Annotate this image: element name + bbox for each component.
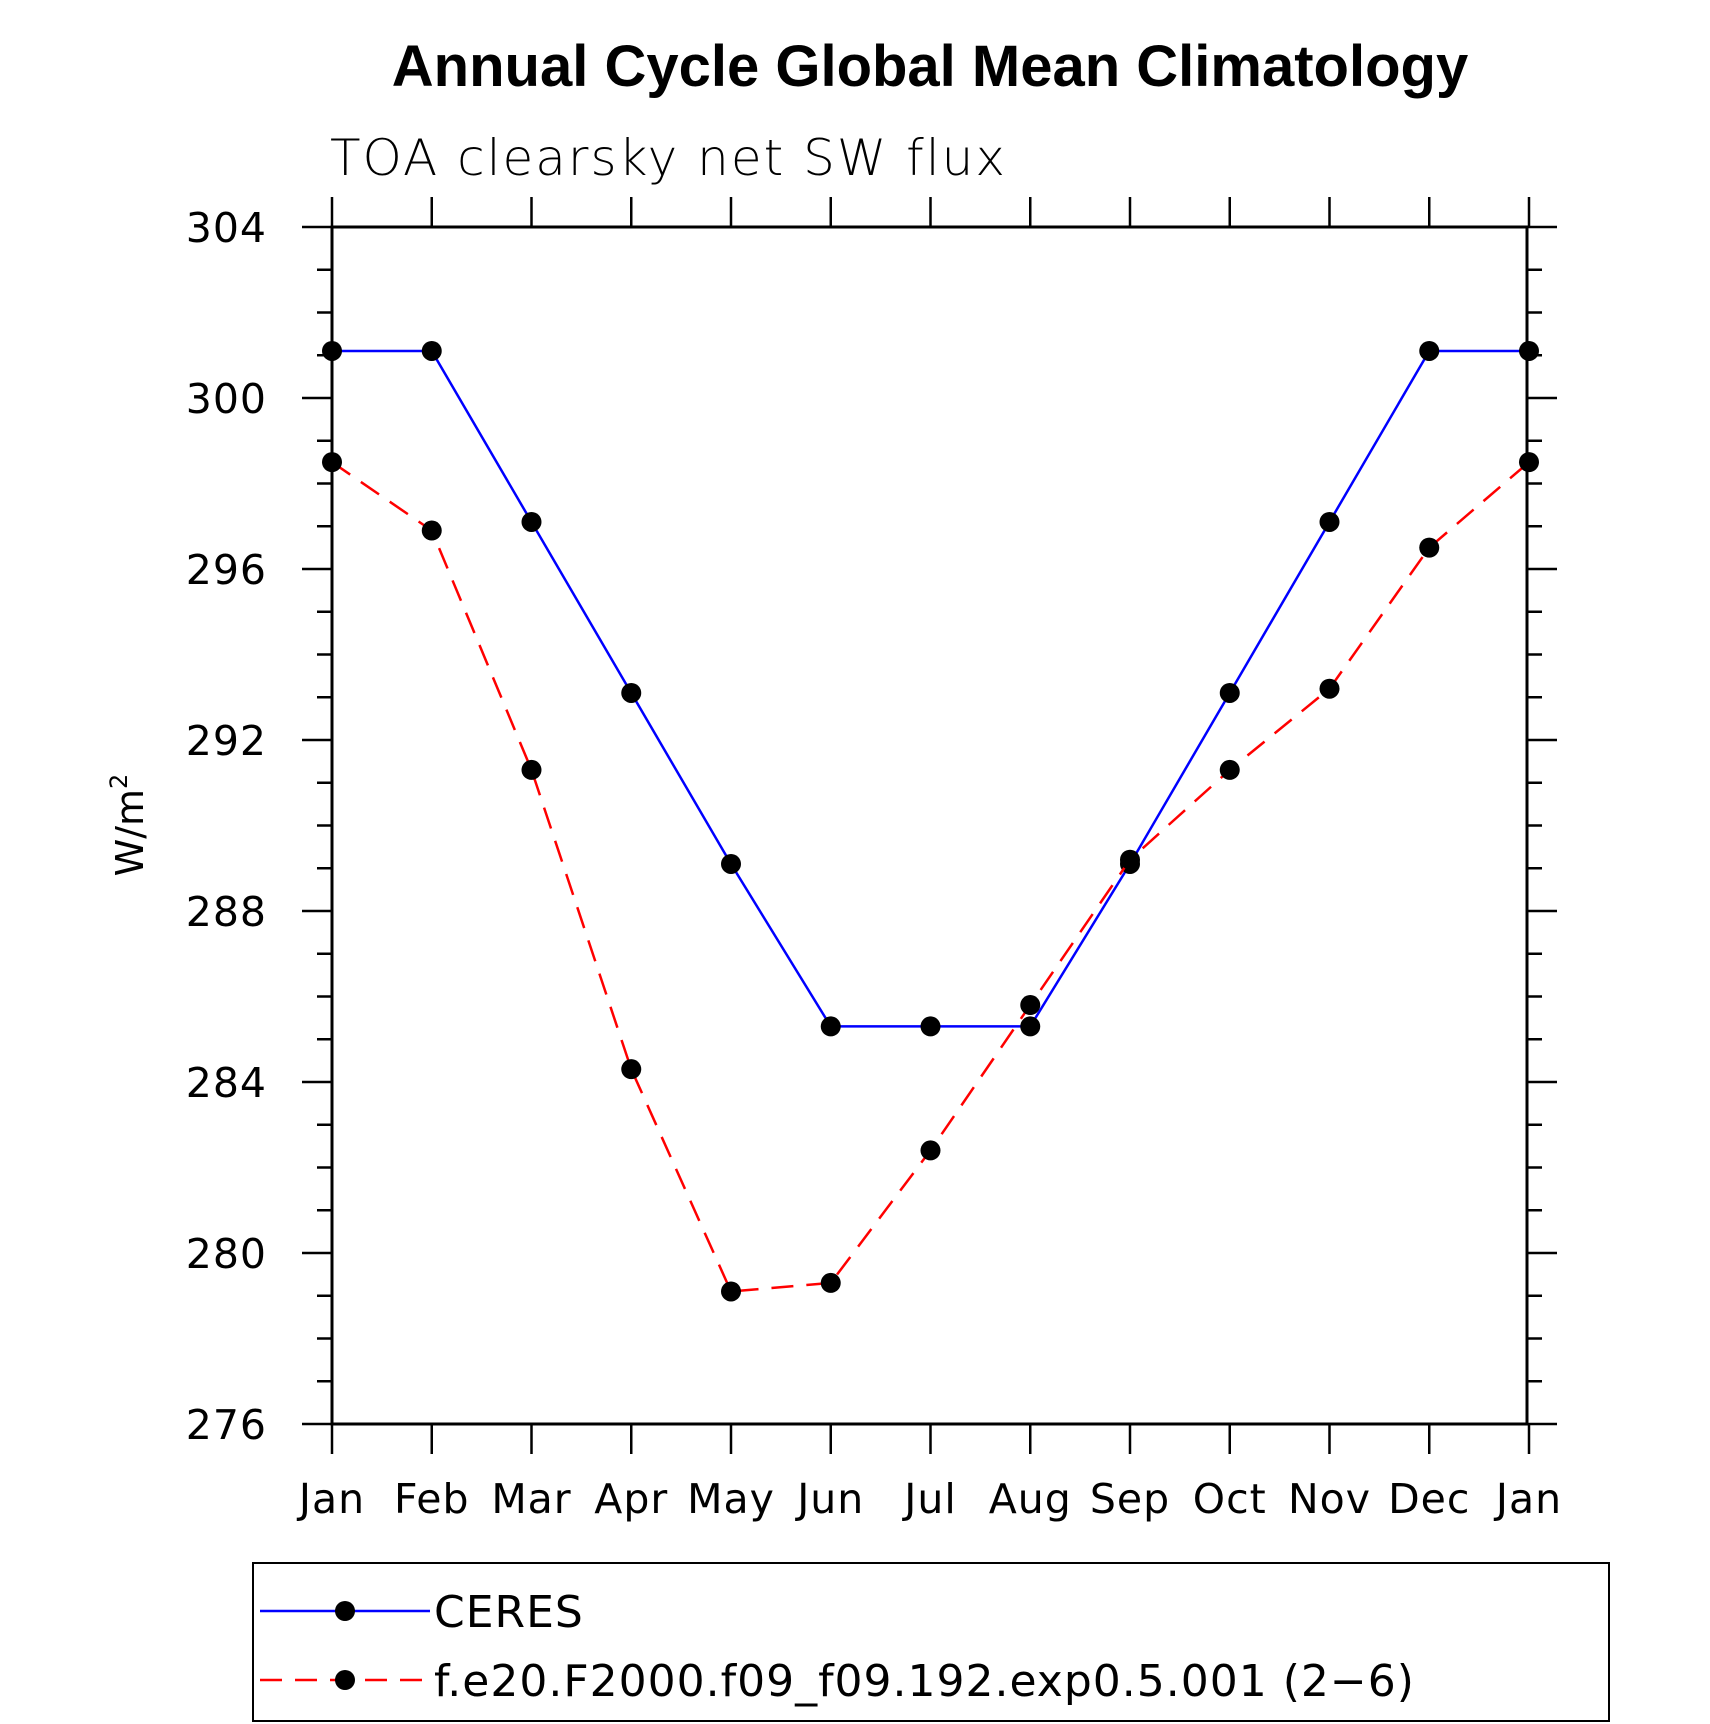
data-point <box>1020 1016 1041 1037</box>
y-tick-label: 280 <box>186 1230 267 1278</box>
legend-item-model: f.e20.F2000.f09_f09.192.exp0.5.001 (2−6) <box>260 1656 1415 1707</box>
x-tick-label: Feb <box>394 1475 470 1523</box>
x-tick-label: Aug <box>989 1475 1072 1523</box>
x-tick-label: Jun <box>794 1475 864 1523</box>
data-point <box>1319 678 1340 699</box>
x-tick-label: Apr <box>594 1475 668 1523</box>
chart-subtitle: TOA clearsky net SW flux <box>330 129 1007 187</box>
data-point <box>1419 537 1440 558</box>
y-tick-label: 304 <box>186 204 267 252</box>
data-point <box>820 1016 841 1037</box>
y-tick-label: 276 <box>186 1401 267 1449</box>
data-point <box>421 520 442 541</box>
x-tick-label: Nov <box>1288 1475 1371 1523</box>
data-point <box>920 1140 941 1161</box>
x-axis-labels: Jan Feb Mar Apr May Jun Jul Aug Sep Oct Nov Dec Jan <box>296 1475 1562 1523</box>
x-tick-label: Oct <box>1193 1475 1267 1523</box>
x-tick-label: Jan <box>1493 1475 1562 1523</box>
data-point <box>322 452 342 473</box>
legend-marker <box>335 1670 355 1690</box>
y-axis-ticks <box>302 225 1557 1426</box>
data-point <box>820 1272 841 1293</box>
y-axis-label: W/m2 <box>105 774 152 877</box>
series-model <box>322 452 1539 1302</box>
x-tick-label: Jul <box>901 1475 956 1523</box>
y-tick-label: 288 <box>186 888 267 936</box>
series-ceres <box>322 340 1539 1037</box>
y-axis-labels: 276 280 284 288 292 296 300 304 <box>186 204 267 1449</box>
y-tick-label: 300 <box>186 375 267 423</box>
series-line <box>332 349 1529 1028</box>
legend-marker <box>335 1601 355 1621</box>
legend-box <box>252 1562 1610 1722</box>
data-point <box>421 340 442 361</box>
legend-label: CERES <box>434 1587 584 1638</box>
legend: CERES f.e20.F2000.f09_f09.192.exp0.5.001 … <box>260 1587 1415 1707</box>
data-point <box>1319 511 1340 532</box>
x-tick-label: Sep <box>1090 1475 1170 1523</box>
x-tick-label: Mar <box>491 1475 571 1523</box>
y-tick-label: 292 <box>186 717 267 765</box>
series-line <box>331 461 1530 1293</box>
data-point <box>1519 340 1539 361</box>
x-tick-label: May <box>687 1475 775 1523</box>
data-point <box>521 759 542 780</box>
y-axis-label-superscript: 2 <box>105 774 133 789</box>
data-point <box>621 682 642 703</box>
data-point <box>1020 995 1041 1016</box>
data-point <box>1419 340 1440 361</box>
x-axis-ticks <box>330 197 1531 1454</box>
data-point <box>322 340 342 361</box>
series-layer <box>322 340 1539 1302</box>
y-tick-label: 296 <box>186 546 267 594</box>
chart-title: Annual Cycle Global Mean Climatology <box>392 34 1468 99</box>
data-point <box>920 1016 941 1037</box>
data-point <box>1120 849 1140 870</box>
data-point <box>1519 452 1539 473</box>
legend-item-ceres: CERES <box>260 1587 584 1638</box>
data-point <box>1219 682 1240 703</box>
y-tick-label: 284 <box>186 1059 267 1107</box>
x-tick-label: Jan <box>296 1475 365 1523</box>
data-point <box>521 511 542 532</box>
legend-label: f.e20.F2000.f09_f09.192.exp0.5.001 (2−6) <box>434 1656 1415 1707</box>
data-point <box>721 1281 741 1302</box>
data-point <box>621 1059 642 1080</box>
data-point <box>721 853 741 874</box>
data-point <box>1219 759 1240 780</box>
x-tick-label: Dec <box>1388 1475 1470 1523</box>
y-axis-label-base: W/m <box>108 789 152 876</box>
plot-frame <box>330 225 1529 1426</box>
